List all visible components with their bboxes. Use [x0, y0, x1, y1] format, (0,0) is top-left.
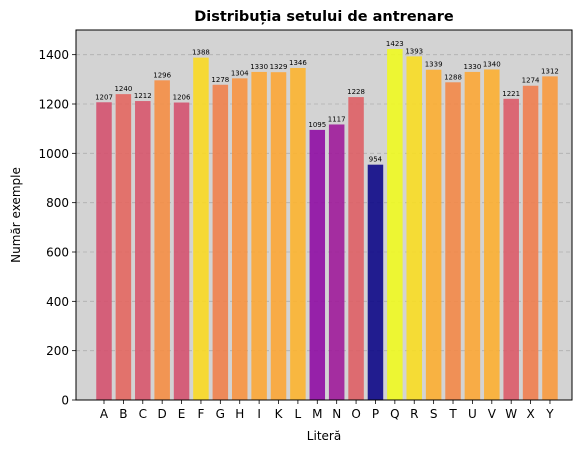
bar-K	[270, 72, 287, 401]
bars	[96, 48, 558, 401]
bar-F	[193, 57, 209, 400]
x-tick-label-X: X	[526, 407, 534, 421]
data-label-Y: 1312	[541, 67, 559, 75]
data-label-N: 1117	[328, 115, 346, 123]
bar-Q	[387, 48, 403, 400]
x-tick-label-U: U	[468, 407, 477, 421]
data-label-B: 1240	[114, 85, 132, 93]
bar-B	[115, 94, 132, 400]
y-tick-label: 400	[46, 295, 69, 309]
x-tick-label-S: S	[430, 407, 438, 421]
data-label-M: 1095	[308, 121, 326, 129]
data-label-R: 1393	[405, 47, 423, 55]
y-tick-label: 800	[46, 196, 69, 210]
x-tick-label-P: P	[372, 407, 379, 421]
x-tick-label-H: H	[235, 407, 244, 421]
y-axis: 0 200 400 600 800 1000 1200 1400	[38, 48, 76, 408]
bar-U	[464, 71, 481, 400]
bar-T	[445, 82, 461, 400]
bar-L	[290, 67, 306, 400]
y-tick-label: 1000	[38, 147, 69, 161]
chart-title: Distribuția setului de antrenare	[194, 9, 454, 25]
bar-E	[173, 102, 190, 401]
data-label-L: 1346	[289, 59, 307, 67]
y-tick-label: 1400	[38, 48, 69, 62]
bar-V	[484, 69, 500, 400]
y-tick-label: 200	[46, 344, 69, 358]
data-label-H: 1304	[231, 69, 249, 77]
data-label-G: 1278	[211, 76, 229, 84]
bar-I	[251, 71, 267, 400]
bar-R	[406, 56, 422, 400]
data-label-W: 1221	[502, 90, 520, 98]
bar-Y	[542, 76, 558, 400]
data-label-E: 1206	[173, 94, 191, 102]
x-tick-label-M: M	[312, 407, 322, 421]
bar-D	[154, 80, 170, 400]
x-tick-label-I: I	[257, 407, 261, 421]
bar-C	[135, 101, 151, 400]
x-tick-label-L: L	[295, 407, 302, 421]
data-label-I: 1330	[250, 63, 268, 71]
x-tick-label-E: E	[178, 407, 186, 421]
data-label-O: 1228	[347, 88, 365, 96]
x-tick-label-G: G	[216, 407, 225, 421]
data-label-Q: 1423	[386, 40, 404, 48]
data-label-U: 1330	[463, 63, 481, 71]
y-tick-label: 600	[46, 246, 69, 260]
y-axis-label: Număr exemple	[9, 167, 23, 263]
bar-O	[348, 97, 364, 401]
bar-S	[425, 69, 442, 401]
x-tick-label-O: O	[351, 407, 360, 421]
x-tick-label-Q: Q	[390, 407, 399, 421]
x-tick-label-N: N	[332, 407, 341, 421]
bar-W	[503, 98, 519, 400]
x-tick-label-R: R	[410, 407, 418, 421]
data-label-T: 1288	[444, 73, 462, 81]
data-label-S: 1339	[425, 61, 443, 69]
bar-G	[212, 84, 229, 400]
data-label-C: 1212	[134, 92, 152, 100]
x-tick-label-K: K	[275, 407, 284, 421]
bar-P	[367, 164, 384, 400]
plot-frame	[75, 29, 573, 401]
bar-M	[309, 129, 326, 400]
x-tick-label-T: T	[448, 407, 457, 421]
data-label-K: 1329	[270, 63, 288, 71]
data-label-P: 954	[369, 156, 383, 164]
bar-A	[96, 102, 112, 401]
x-tick-label-F: F	[197, 407, 204, 421]
data-label-A: 1207	[95, 93, 113, 101]
x-tick-label-B: B	[119, 407, 127, 421]
x-tick-label-W: W	[505, 407, 517, 421]
data-label-F: 1388	[192, 49, 210, 57]
bar-H	[231, 78, 248, 400]
bar-X	[522, 85, 539, 400]
y-tick-label: 1200	[38, 98, 69, 112]
data-label-X: 1274	[522, 77, 540, 85]
data-label-D: 1296	[153, 71, 171, 79]
data-label-V: 1340	[483, 60, 501, 68]
y-tick-label: 0	[61, 394, 69, 408]
x-tick-label-A: A	[100, 407, 109, 421]
x-tick-label-Y: Y	[545, 407, 554, 421]
x-tick-label-V: V	[488, 407, 497, 421]
x-axis-label: Literă	[307, 429, 341, 443]
x-tick-label-C: C	[139, 407, 147, 421]
bar-N	[328, 124, 345, 401]
x-tick-label-D: D	[158, 407, 167, 421]
